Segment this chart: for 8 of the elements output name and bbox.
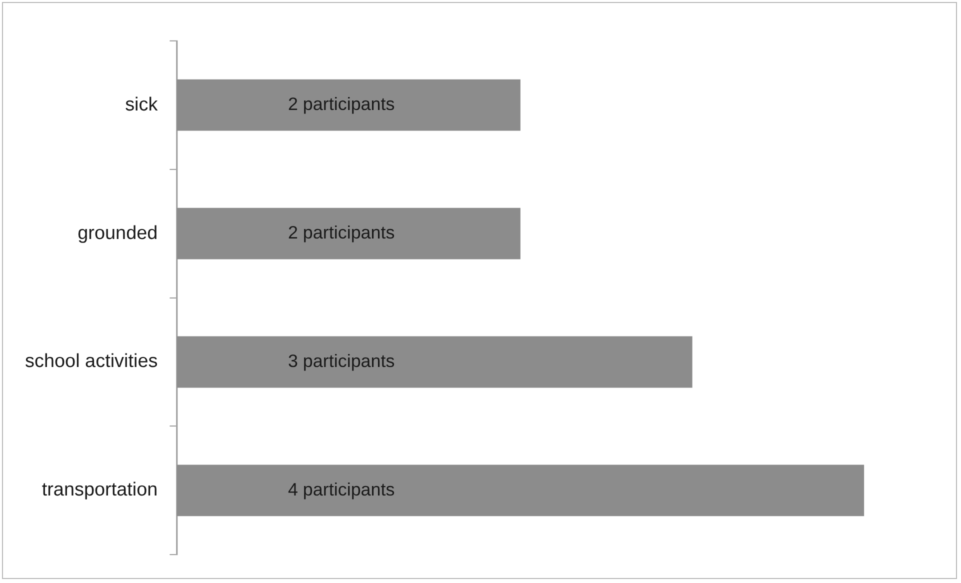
data-label: 4 participants [288, 479, 395, 500]
data-label: 2 participants [288, 94, 395, 114]
y-tick-label: sick [125, 94, 158, 116]
data-label: 3 participants [288, 350, 395, 371]
y-tick-label: transportation [42, 480, 158, 501]
y-tick-label: school activities [25, 351, 158, 372]
y-tick-label: grounded [78, 222, 158, 244]
data-label: 2 participants [288, 222, 395, 242]
